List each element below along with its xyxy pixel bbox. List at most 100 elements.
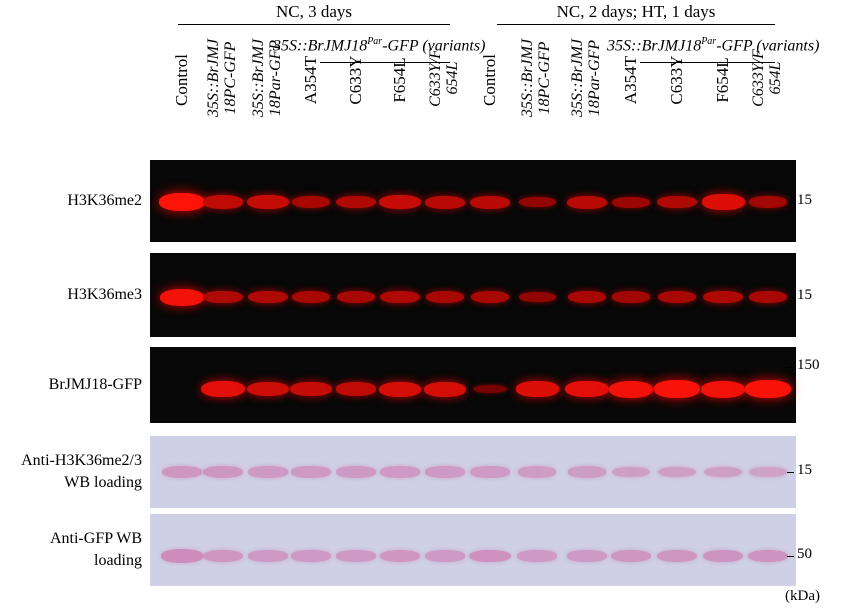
lane-label-10: 35S::BrJMJ 18Par-GFP [569,8,605,148]
band-p1-lane1 [159,193,205,211]
band-p1-lane2 [202,195,244,209]
lane-label-8: Control [480,54,499,106]
lane-label-line1: 35S::BrJMJ [569,38,586,118]
lane-label-4: A354T [301,55,320,105]
lane-label-13: F654L [713,57,732,103]
row-label-line1: H3K36me3 [67,286,142,303]
band-p5-lane3 [248,550,288,562]
marker-tick-1 [787,202,794,203]
band-p3-lane12 [654,380,700,398]
band-p1-lane14 [748,196,788,208]
band-p1-lane8 [470,195,510,209]
band-p4-lane6 [380,466,420,478]
band-p5-lane4 [291,550,331,562]
band-p4-lane10 [567,466,607,478]
lane-label-14: C633Y/F 654L [750,8,786,148]
band-p1-lane6 [379,195,421,209]
band-p3-lane2 [201,381,245,397]
band-p5-lane9 [517,550,557,562]
band-p2-lane9 [518,291,556,303]
band-p3-lane13 [700,380,746,398]
band-p3-lane6 [378,381,422,397]
variants-subtitle-2: 35S::BrJMJ18Par-GFP (variants) [607,36,820,55]
band-p5-lane6 [380,550,420,562]
band-p2-lane5 [336,291,376,303]
row-label-line2: WB loading [64,474,142,491]
row-label-line1: Anti-H3K36me2/3 [21,452,142,469]
band-p4-lane5 [336,466,376,478]
band-p1-lane3 [247,195,289,209]
band-p2-lane8 [470,291,510,303]
band-p1-lane11 [612,196,650,208]
band-p3-lane5 [335,382,377,396]
band-p3-lane10 [565,381,609,397]
band-p4-lane11 [611,466,651,478]
band-p3-lane7 [423,381,467,397]
variants-line-1 [320,62,450,63]
band-p4-lane12 [657,466,697,478]
lane-label-12: C633Y [667,55,686,105]
band-p1-lane10 [567,195,607,209]
row-label-2: H3K36me3 [0,284,142,306]
band-p5-lane1 [160,549,204,563]
lane-label-11: A354T [621,55,640,105]
band-p5-lane14 [747,549,789,563]
lane-label-1: Control [172,54,191,106]
lane-label-line2: 18PC-GFP [536,41,553,115]
band-p4-lane13 [703,466,743,478]
band-p2-lane6 [380,290,420,304]
variants-subtitle-1: 35S::BrJMJ18Par-GFP (variants) [273,36,486,55]
band-p2-lane7 [425,291,465,303]
band-p3-lane3 [247,381,289,397]
lane-label-3: 35S::BrJMJ 18Par-GFP [250,8,286,148]
band-p4-lane8 [470,466,510,478]
marker-label-4: 15 [797,462,812,478]
band-p4-lane2 [203,466,243,478]
band-p5-lane10 [567,550,607,562]
marker-tick-3 [787,367,794,368]
band-p1-lane5 [336,195,376,209]
band-p3-lane4 [290,382,332,396]
lane-label-5: C633Y [346,55,365,105]
marker-tick-2 [787,297,794,298]
band-p4-lane9 [517,466,557,478]
band-p2-lane10 [567,291,607,303]
marker-tick-4 [787,472,794,473]
lane-label-line1: 35S::BrJMJ [519,38,536,118]
band-p5-lane11 [611,550,651,562]
row-label-1: H3K36me2 [0,190,142,212]
band-p2-lane1 [159,288,205,306]
lane-label-line1: C633Y/F [750,49,767,107]
blot-panel-2 [150,253,796,337]
marker-label-5: 50 [797,546,812,562]
band-p4-lane7 [425,466,465,478]
blot-panel-3 [150,347,796,423]
blot-panel-5 [150,514,796,586]
band-p4-lane14 [749,466,787,478]
band-p1-lane4 [291,196,331,208]
lane-label-line1: C633Y/F [427,49,444,107]
blot-panel-1 [150,160,796,242]
marker-label-3: 150 [797,357,820,373]
group-title-nc2ht1: NC, 2 days; HT, 1 days [556,2,716,21]
lane-label-line2: 18Par-GFP [267,39,284,117]
marker-tick-5 [787,556,794,557]
row-label-3: BrJMJ18-GFP [0,374,142,396]
lane-label-line2: 654L [444,61,461,95]
lane-label-7: C633Y/F 654L [427,8,463,148]
lane-label-line1: 35S::BrJMJ [205,38,222,118]
row-label-line1: H3K36me2 [67,192,142,209]
band-p5-lane2 [203,550,243,562]
lane-label-line2: 18PC-GFP [222,41,239,115]
band-p2-lane11 [611,291,651,303]
band-p1-lane9 [518,196,556,208]
band-p4-lane3 [248,466,288,478]
row-label-line2: loading [94,552,142,569]
lane-label-line2: 18Par-GFP [586,39,603,117]
row-label-4: Anti-H3K36me2/3 WB loading [0,450,142,494]
lane-label-9: 35S::BrJMJ 18PC-GFP [519,8,555,148]
band-p2-lane12 [657,291,697,303]
band-p1-lane13 [701,194,745,210]
lane-label-line2: 654L [767,61,784,95]
band-p4-lane1 [162,466,202,478]
